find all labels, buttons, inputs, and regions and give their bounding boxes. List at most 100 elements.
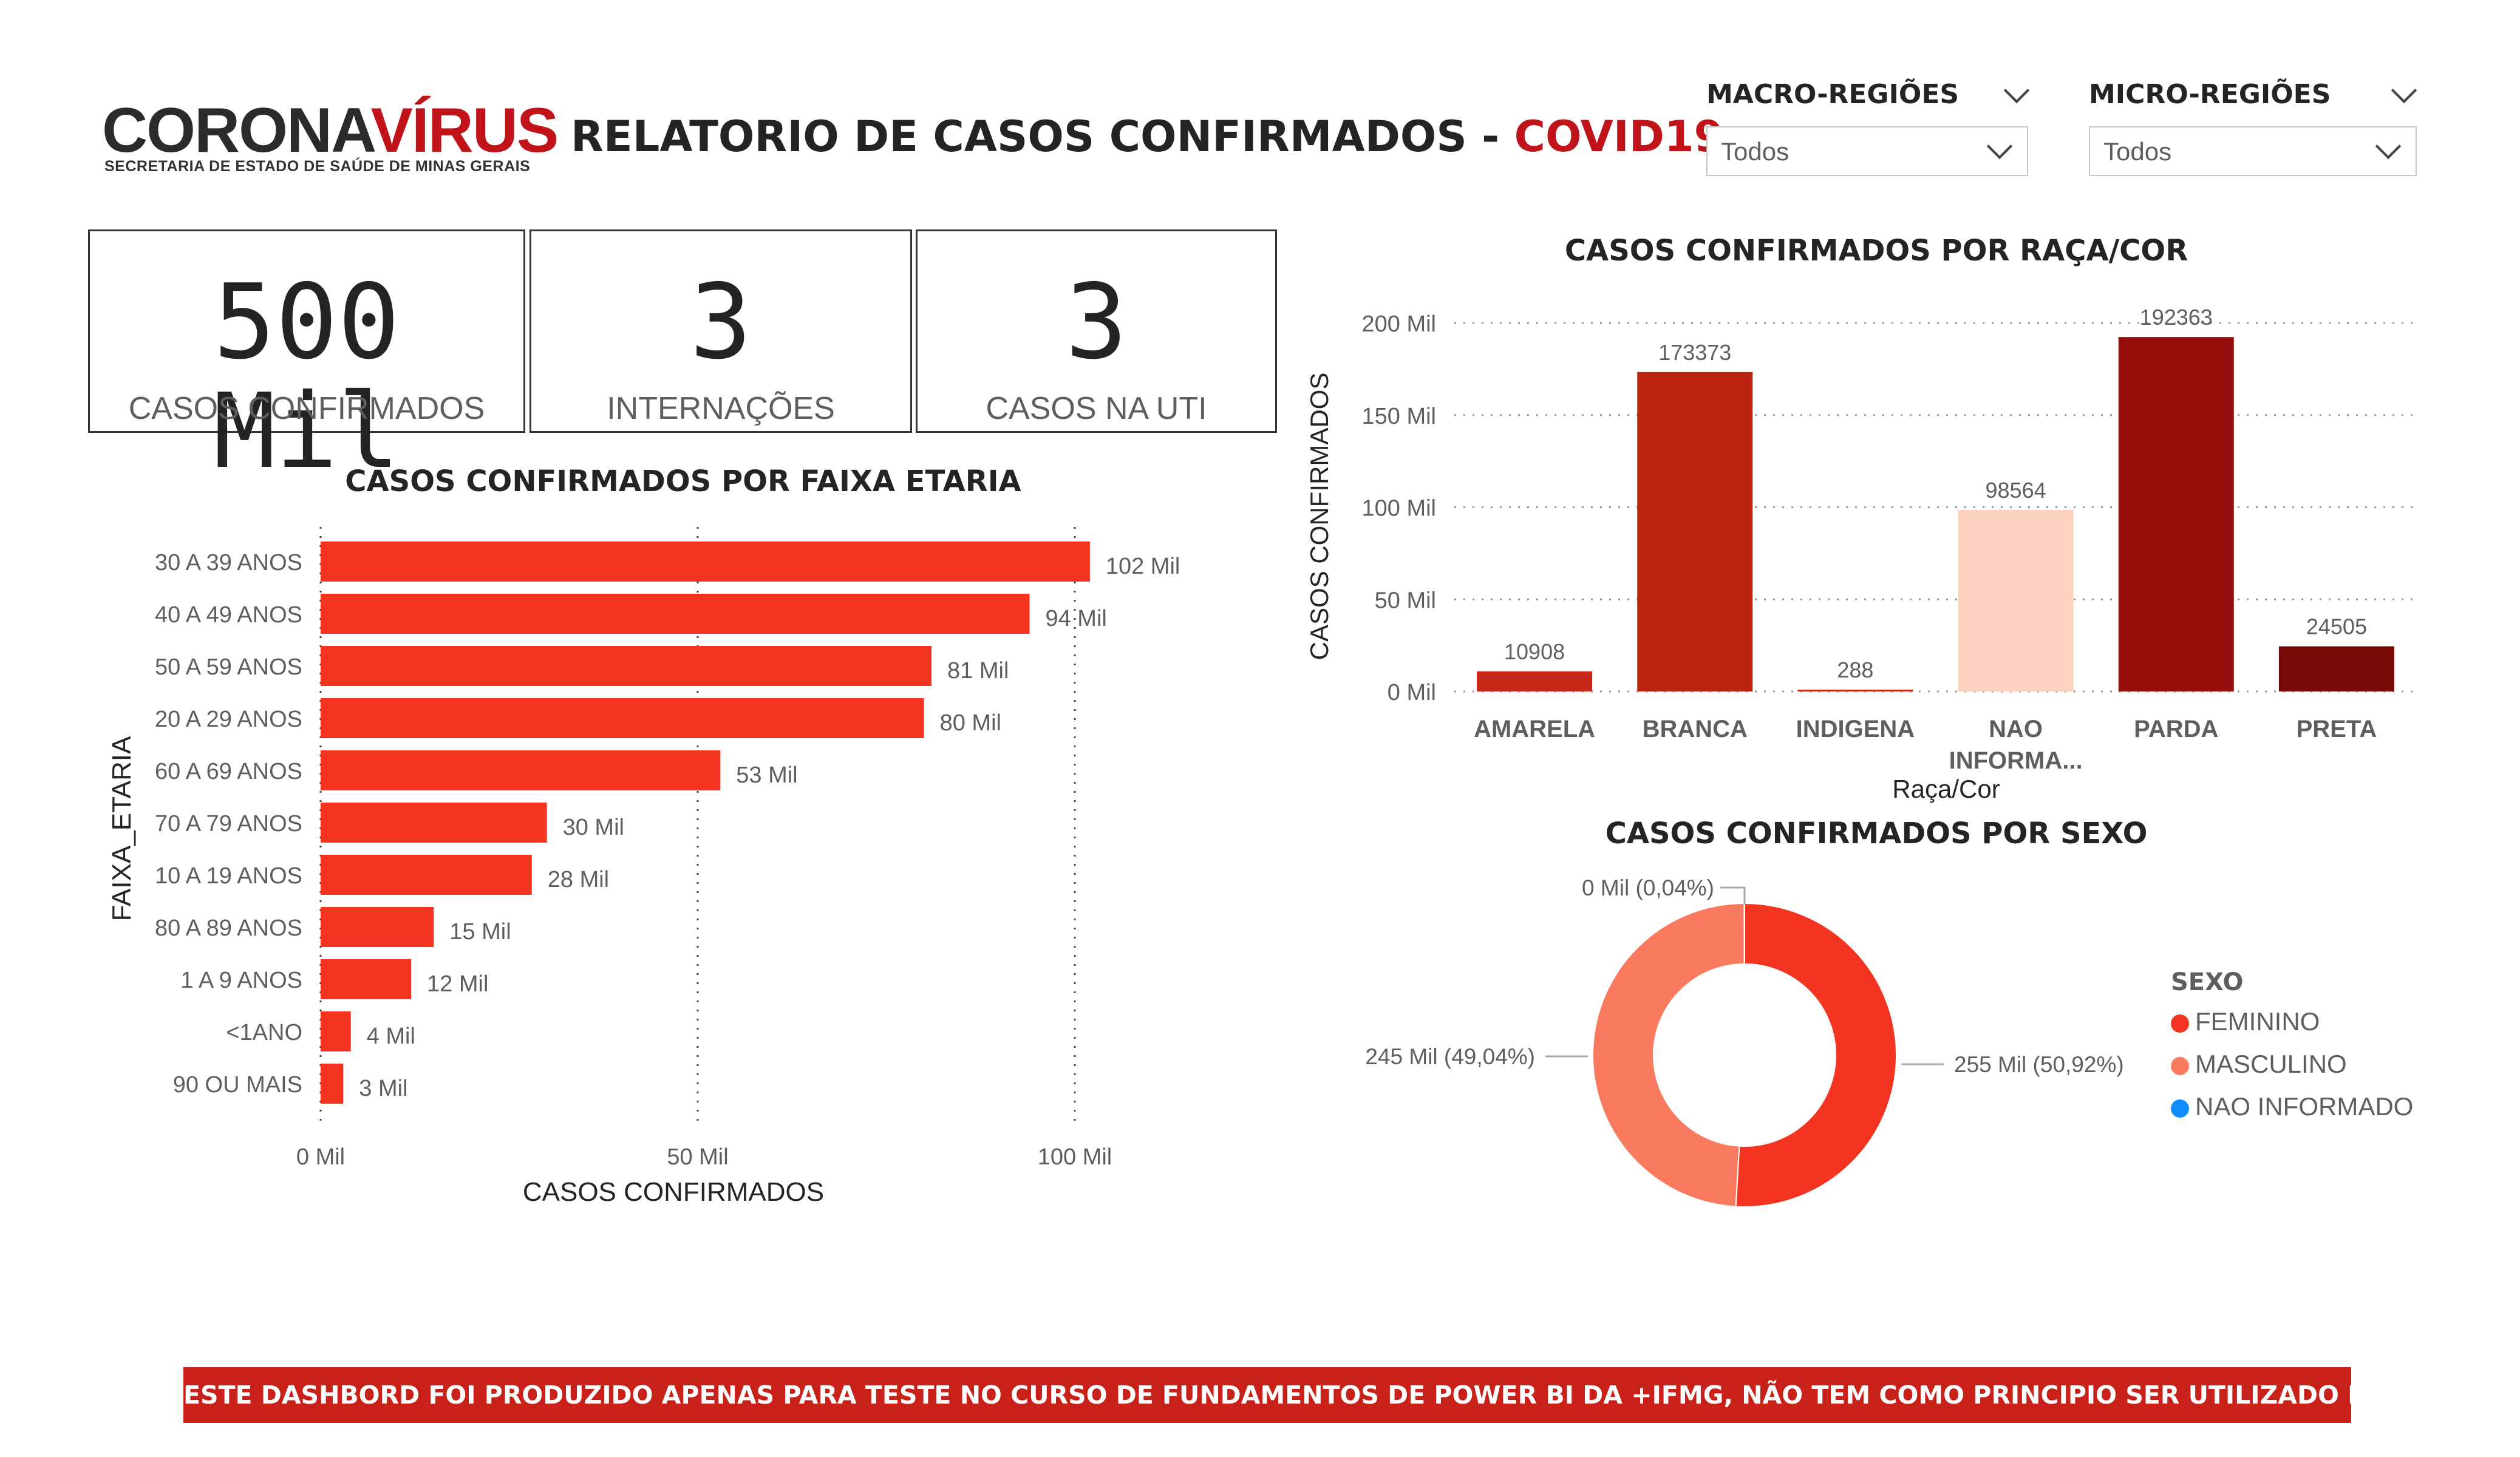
y-tick-label: 50 A 59 ANOS	[155, 654, 302, 680]
card-label: INTERNAÇÕES	[607, 391, 835, 426]
donut-slice	[1743, 902, 1745, 965]
data-label: 12 Mil	[427, 971, 488, 997]
data-label: 173373	[1658, 340, 1731, 365]
y-tick-label: 30 A 39 ANOS	[155, 550, 302, 576]
chevron-down-icon	[1986, 133, 2013, 160]
race-bar	[2278, 646, 2394, 691]
sex-donut-chart: 255 Mil (50,92%) 245 Mil (49,04%) 0 Mil (0…	[1365, 875, 2124, 1207]
legend-item-label: FEMININO	[2195, 1007, 2320, 1036]
micro-regioes-value: Todos	[2103, 137, 2172, 166]
page-title-prefix: RELATORIO DE CASOS CONFIRMADOS -	[571, 112, 1514, 161]
x-axis-title: Raça/Cor	[1892, 775, 2000, 803]
macro-regioes-value: Todos	[1721, 137, 1790, 166]
x-tick-label: 50 Mil	[667, 1144, 728, 1170]
legend-item-feminino[interactable]: FEMININO	[2171, 1007, 2426, 1036]
x-tick-label: PRETA	[2297, 716, 2377, 742]
legend-title: SEXO	[2171, 968, 2244, 996]
y-tick-label: 60 A 69 ANOS	[155, 759, 302, 784]
race-bar	[1797, 690, 1913, 691]
y-tick-label: 80 A 89 ANOS	[155, 915, 302, 941]
circle-icon	[2171, 1099, 2189, 1118]
donut-slice	[1592, 902, 1745, 1207]
data-label: 53 Mil	[736, 762, 797, 788]
card-internacoes: 3 INTERNAÇÕES	[530, 229, 912, 433]
y-tick-label: 150 Mil	[1362, 404, 1437, 429]
age-bar	[321, 750, 721, 790]
y-tick-label: 1 A 9 ANOS	[180, 968, 302, 993]
sex-legend: SEXO FEMININO MASCULINO NAO INFORMADO	[2171, 968, 2426, 1150]
x-tick-label: INDIGENA	[1796, 716, 1915, 742]
age-bar	[321, 855, 532, 895]
x-tick-label: 100 Mil	[1038, 1144, 1112, 1170]
age-bar	[321, 907, 434, 947]
micro-regioes-collapse-chevron-icon[interactable]	[2390, 77, 2417, 106]
circle-icon	[2171, 1056, 2189, 1075]
race-bar	[1477, 671, 1593, 691]
data-label: 255 Mil (50,92%)	[1954, 1052, 2124, 1077]
data-label: 15 Mil	[449, 919, 511, 945]
data-label: 94 Mil	[1045, 606, 1106, 631]
legend-item-masculino[interactable]: MASCULINO	[2171, 1050, 2426, 1079]
data-label: 98564	[1986, 478, 2046, 503]
y-tick-label: 100 Mil	[1362, 496, 1437, 521]
data-label: 24505	[2306, 614, 2367, 639]
data-label: 4 Mil	[367, 1024, 415, 1049]
card-casos-uti: 3 CASOS NA UTI	[916, 229, 1277, 433]
age-bar	[321, 594, 1030, 634]
data-label: 81 Mil	[947, 658, 1009, 684]
x-tick-label: PARDA	[2134, 716, 2218, 742]
card-value: 3	[689, 262, 752, 382]
y-tick-label: 0 Mil	[1388, 680, 1436, 705]
age-bar	[321, 1011, 351, 1051]
macro-regioes-slicer: MACRO-REGIÕES Todos	[1706, 77, 2030, 182]
y-tick-label: 20 A 29 ANOS	[155, 707, 302, 732]
race-bar	[1958, 509, 2074, 691]
age-bar	[321, 542, 1090, 582]
y-tick-label: 200 Mil	[1362, 311, 1437, 337]
page-title: RELATORIO DE CASOS CONFIRMADOS - COVID19	[571, 109, 1723, 164]
logo-subtitle: SECRETARIA DE ESTADO DE SAÚDE DE MINAS G…	[104, 158, 531, 175]
race-bar	[1637, 372, 1753, 691]
y-axis-title: CASOS CONFIRMADOS	[1305, 373, 1333, 661]
sex-chart-title: CASOS CONFIRMADOS POR SEXO	[1605, 817, 2148, 851]
leader-line	[1720, 886, 1746, 905]
data-label: 288	[1837, 657, 1873, 682]
data-label: 80 Mil	[940, 710, 1001, 736]
macro-regioes-dropdown[interactable]: Todos	[1706, 126, 2028, 176]
x-axis-title: CASOS CONFIRMADOS	[523, 1177, 824, 1207]
chevron-down-icon	[2375, 133, 2402, 160]
micro-regioes-slicer: MICRO-REGIÕES Todos	[2089, 77, 2417, 182]
race-bar	[2118, 337, 2234, 691]
data-label: 245 Mil (49,04%)	[1365, 1044, 1535, 1069]
card-casos-confirmados: 500 Mil CASOS CONFIRMADOS	[88, 229, 525, 486]
card-value: 500 Mil	[213, 262, 400, 492]
race-bar-chart: 0 Mil 50 Mil 100 Mil 150 Mil 200 Mil 10908 AMA…	[1305, 305, 2417, 803]
micro-regioes-dropdown[interactable]: Todos	[2089, 126, 2417, 176]
age-bar	[321, 698, 924, 738]
y-tick-label: <1ANO	[226, 1020, 302, 1045]
y-tick-label: 70 A 79 ANOS	[155, 811, 302, 837]
age-bar	[321, 803, 547, 843]
legend-item-label: NAO INFORMADO	[2195, 1092, 2414, 1121]
data-label: 102 Mil	[1106, 554, 1180, 579]
donut-slice	[1735, 902, 1898, 1207]
macro-regioes-collapse-chevron-icon[interactable]	[2003, 77, 2030, 106]
x-tick-label: BRANCA	[1643, 716, 1748, 742]
logo-text-part1: CORONA	[102, 95, 372, 166]
x-tick-label: NAO	[1989, 716, 2043, 742]
micro-regioes-label: MICRO-REGIÕES	[2089, 79, 2331, 110]
legend-item-nao-informado[interactable]: NAO INFORMADO	[2171, 1092, 2426, 1121]
y-tick-label: 10 A 19 ANOS	[155, 863, 302, 889]
data-label: 192363	[2140, 305, 2213, 330]
data-label: 3 Mil	[359, 1076, 407, 1101]
data-label: 30 Mil	[563, 815, 624, 840]
macro-regioes-label: MACRO-REGIÕES	[1706, 79, 1960, 110]
brand-logo: CORONAVÍRUS	[102, 95, 559, 166]
logo-text-part2: VÍRUS	[370, 95, 559, 166]
card-label: CASOS CONFIRMADOS	[128, 391, 485, 426]
card-value: 3	[1065, 262, 1128, 382]
card-label: CASOS NA UTI	[986, 391, 1207, 426]
age-bar	[321, 646, 932, 686]
footer-disclaimer: ESTE DASHBORD FOI PRODUZIDO APENAS PARA …	[183, 1367, 2520, 1423]
x-tick-label: 0 Mil	[296, 1144, 345, 1170]
